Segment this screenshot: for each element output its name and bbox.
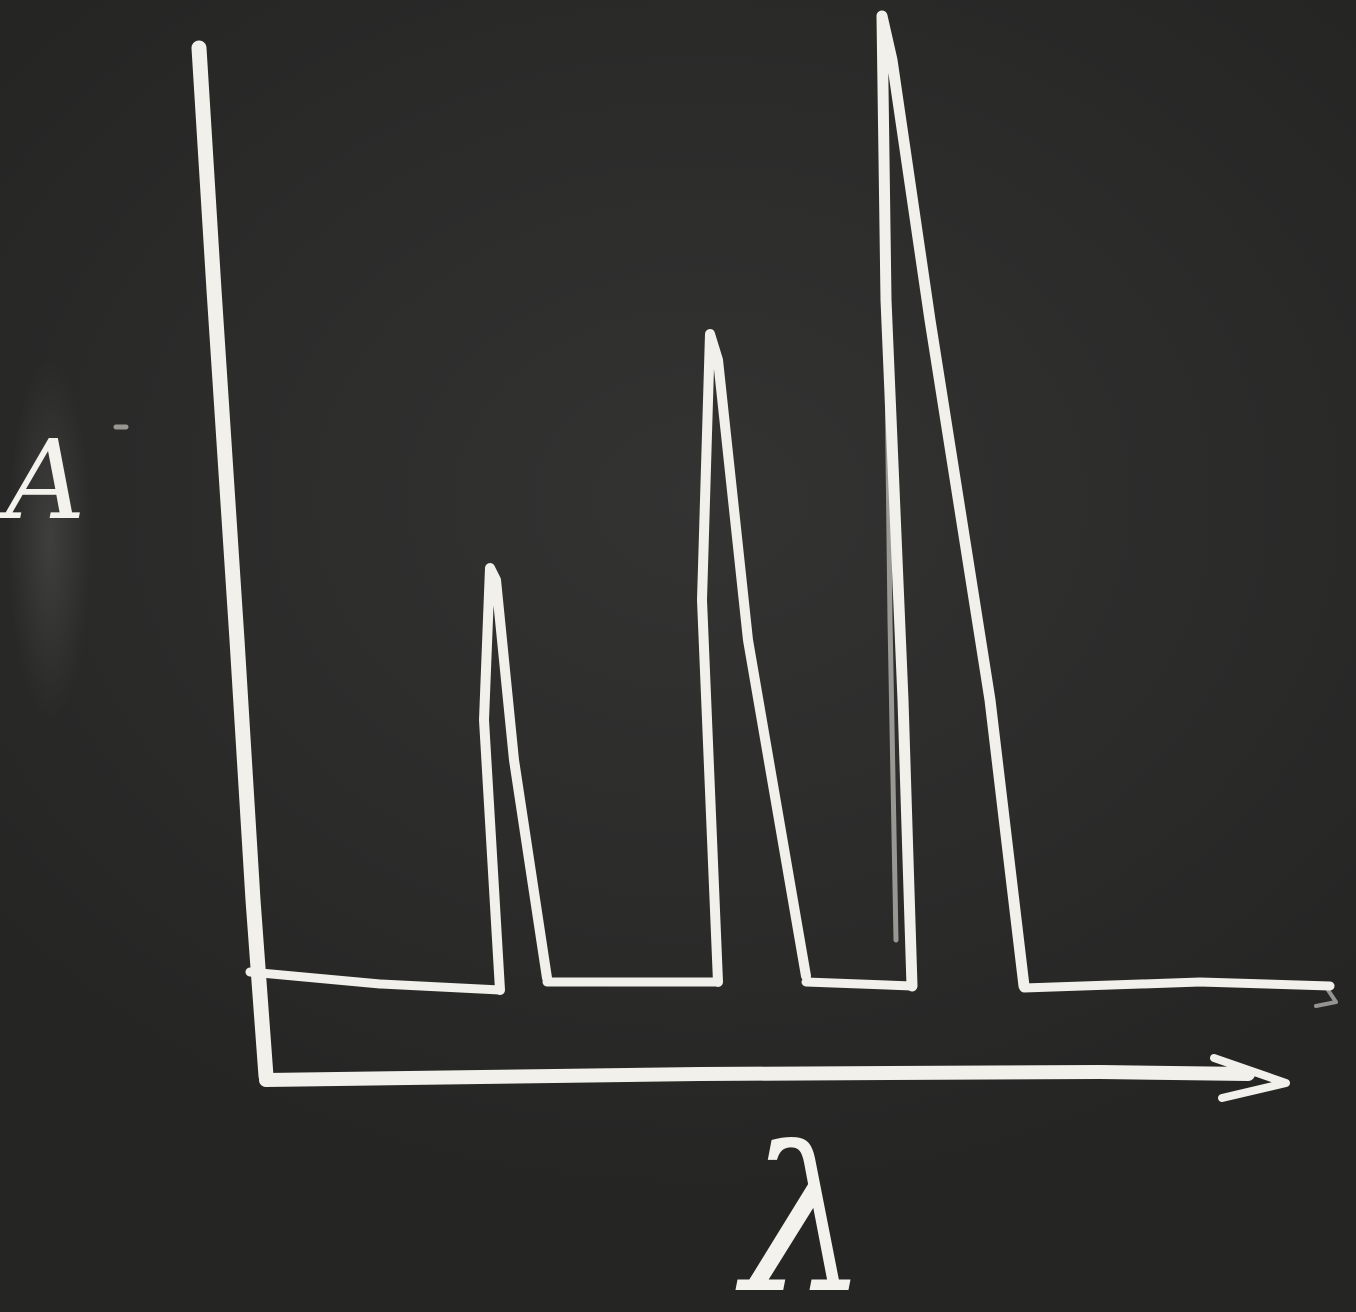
x-axis [259,1065,1255,1087]
y-axis-label: A [0,416,85,544]
spectrum-peak-tall [876,10,1030,992]
spectrum-peak-tall-inner [881,117,899,943]
x-axis-label: λ [735,1105,869,1312]
spectrum-baseline-right [1019,977,1335,993]
spectrum-trace-end-mark [1314,988,1338,1008]
x-axis-arrowhead [1210,1054,1290,1102]
spectrum-baseline-mid-2 [801,977,917,991]
spectrum-peak-medium [697,329,811,987]
y-axis [191,40,274,1084]
spectrum-peak-small [479,563,552,995]
spectrum-baseline-left [245,967,505,995]
